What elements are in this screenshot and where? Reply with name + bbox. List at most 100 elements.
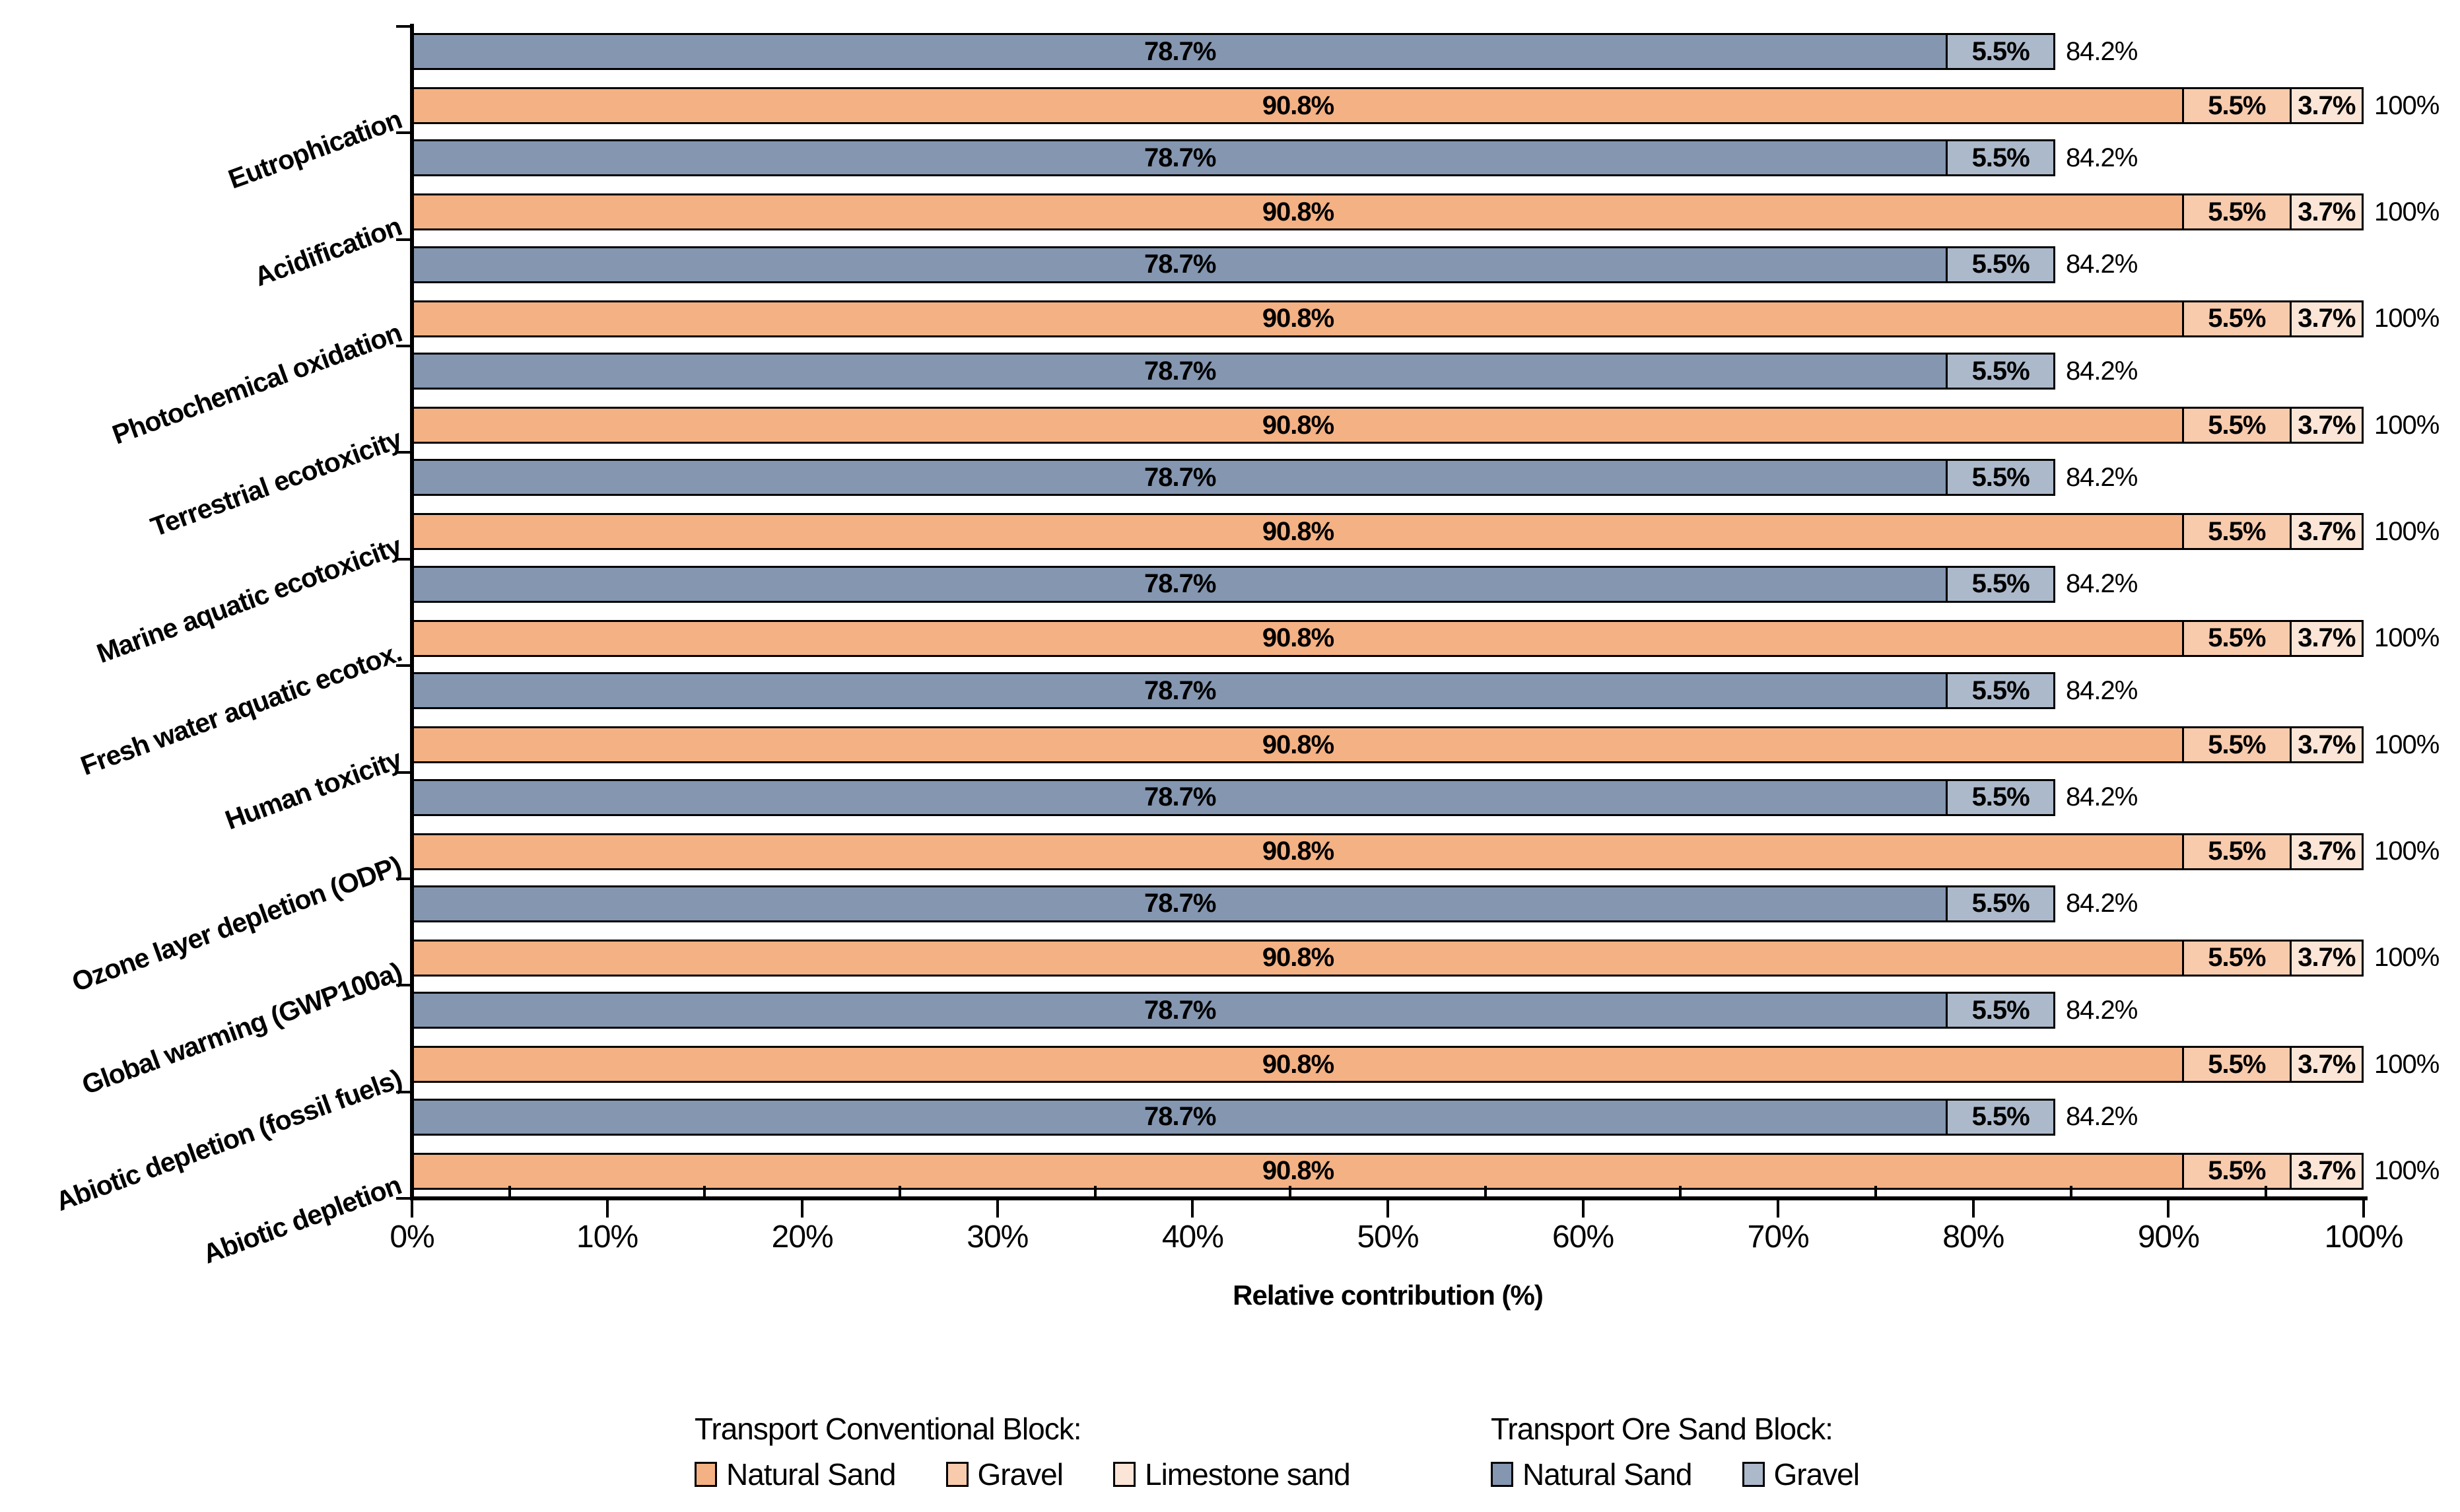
bar-segment-transport-conventional-block-gravel: 5.5% xyxy=(2182,726,2292,764)
bar-segment-transport-ore-sand-block-natural-sand: 78.7% xyxy=(412,992,1948,1029)
bar-segment-transport-conventional-block-natural-sand: 90.8% xyxy=(412,833,2185,870)
bar-segment-value: 78.7% xyxy=(1144,675,1216,705)
x-axis-major-tick xyxy=(1581,1200,1585,1218)
y-axis-tick xyxy=(396,557,411,561)
x-axis-minor-tick xyxy=(508,1186,511,1196)
bar-segment-value: 90.8% xyxy=(1262,304,1334,333)
y-axis-line xyxy=(410,24,414,1200)
legend-item-label: Gravel xyxy=(977,1457,1064,1492)
bar-segment-transport-ore-sand-block-gravel: 5.5% xyxy=(1946,353,2055,390)
x-axis-minor-tick xyxy=(2265,1186,2268,1196)
bar-segment-transport-ore-sand-block-gravel: 5.5% xyxy=(1946,139,2055,177)
bar-segment-value: 5.5% xyxy=(2208,304,2266,333)
bar-segment-transport-conventional-block-limestone-sand: 3.7% xyxy=(2289,513,2364,551)
y-axis-tick xyxy=(396,451,411,454)
bar-segment-transport-conventional-block-gravel: 5.5% xyxy=(2182,619,2292,657)
bar-total-value: 84.2% xyxy=(2065,675,2138,705)
bar-total-value: 84.2% xyxy=(2065,250,2138,279)
bar-segment-transport-ore-sand-block-gravel: 5.5% xyxy=(1946,672,2055,710)
bar-segment-value: 3.7% xyxy=(2298,516,2356,546)
bar-segment-value: 90.8% xyxy=(1262,516,1334,546)
bar-segment-value: 5.5% xyxy=(2208,90,2266,120)
bar-segment-transport-conventional-block-limestone-sand: 3.7% xyxy=(2289,833,2364,870)
x-axis-minor-tick xyxy=(899,1186,901,1196)
x-axis-minor-tick xyxy=(1289,1186,1292,1196)
bar-segment-value: 3.7% xyxy=(2298,730,2356,759)
bar-segment-value: 5.5% xyxy=(2208,730,2266,759)
bar-segment-transport-conventional-block-natural-sand: 90.8% xyxy=(412,1046,2185,1083)
legend-item-gravel: Gravel xyxy=(1742,1457,1860,1492)
bar-segment-transport-conventional-block-gravel: 5.5% xyxy=(2182,1046,2292,1083)
legend-group-title: Transport Conventional Block: xyxy=(695,1412,1081,1446)
x-axis-tick-label: 100% xyxy=(2324,1220,2404,1254)
legend-group-transport-conventional-block: Transport Conventional Block: Natural San… xyxy=(695,1412,1351,1492)
bar-segment-value: 3.7% xyxy=(2298,90,2356,120)
bar-segment-transport-conventional-block-gravel: 5.5% xyxy=(2182,833,2292,870)
y-axis-tick xyxy=(396,771,411,774)
bar-segment-transport-conventional-block-limestone-sand: 3.7% xyxy=(2289,1152,2364,1190)
bar-segment-transport-conventional-block-natural-sand: 90.8% xyxy=(412,87,2185,124)
x-axis-tick-label: 20% xyxy=(771,1220,834,1254)
bar-segment-value: 3.7% xyxy=(2298,304,2356,333)
x-axis-tick-label: 60% xyxy=(1552,1220,1614,1254)
bar-total-value: 84.2% xyxy=(2065,1102,2138,1132)
bar-segment-transport-conventional-block-limestone-sand: 3.7% xyxy=(2289,726,2364,764)
bar-segment-transport-ore-sand-block-natural-sand: 78.7% xyxy=(412,778,1948,816)
bar-segment-value: 3.7% xyxy=(2298,1049,2356,1079)
bar-total-value: 100% xyxy=(2374,410,2440,440)
bar-segment-value: 5.5% xyxy=(1971,889,2030,918)
bar-segment-value: 90.8% xyxy=(1262,1049,1334,1079)
x-axis-major-tick xyxy=(996,1200,999,1218)
bar-segment-transport-conventional-block-natural-sand: 90.8% xyxy=(412,726,2185,764)
bar-segment-transport-conventional-block-gravel: 5.5% xyxy=(2182,1152,2292,1190)
bar-segment-value: 78.7% xyxy=(1144,889,1216,918)
bar-total-value: 84.2% xyxy=(2065,143,2138,172)
bar-segment-transport-conventional-block-natural-sand: 90.8% xyxy=(412,939,2185,977)
bar-segment-transport-conventional-block-natural-sand: 90.8% xyxy=(412,513,2185,551)
bar-segment-transport-conventional-block-natural-sand: 90.8% xyxy=(412,300,2185,337)
legend-item-label: Gravel xyxy=(1773,1457,1860,1492)
bar-segment-value: 5.5% xyxy=(1971,675,2030,705)
legend-item-label: Natural Sand xyxy=(1522,1457,1692,1492)
bar-total-value: 100% xyxy=(2374,1156,2440,1186)
category-label-human-toxicity: Human toxicity xyxy=(221,743,405,835)
bar-segment-value: 5.5% xyxy=(1971,356,2030,386)
bar-segment-transport-ore-sand-block-natural-sand: 78.7% xyxy=(412,565,1948,603)
bar-segment-transport-ore-sand-block-gravel: 5.5% xyxy=(1946,246,2055,283)
bar-segment-transport-conventional-block-gravel: 5.5% xyxy=(2182,87,2292,124)
x-axis-major-tick xyxy=(605,1200,609,1218)
bar-segment-transport-conventional-block-natural-sand: 90.8% xyxy=(412,193,2185,231)
x-axis-major-tick xyxy=(1386,1200,1389,1218)
x-axis-major-tick xyxy=(2167,1200,2170,1218)
bar-segment-transport-ore-sand-block-gravel: 5.5% xyxy=(1946,565,2055,603)
bar-segment-value: 90.8% xyxy=(1262,410,1334,440)
bar-total-value: 84.2% xyxy=(2065,356,2138,386)
y-axis-tick xyxy=(396,664,411,668)
bar-segment-transport-ore-sand-block-natural-sand: 78.7% xyxy=(412,353,1948,390)
bar-segment-transport-ore-sand-block-gravel: 5.5% xyxy=(1946,33,2055,70)
bar-segment-transport-conventional-block-gravel: 5.5% xyxy=(2182,193,2292,231)
bar-segment-value: 90.8% xyxy=(1262,730,1334,759)
x-axis-tick-label: 30% xyxy=(967,1220,1029,1254)
bar-total-value: 100% xyxy=(2374,516,2440,546)
x-axis-minor-tick xyxy=(1679,1186,1682,1196)
category-label-eutrophication: Eutrophication xyxy=(224,104,405,195)
bar-segment-value: 3.7% xyxy=(2298,197,2356,226)
x-axis-major-tick xyxy=(2362,1200,2365,1218)
bar-segment-transport-ore-sand-block-natural-sand: 78.7% xyxy=(412,33,1948,70)
bar-total-value: 100% xyxy=(2374,1049,2440,1079)
legend-group-transport-ore-sand-block: Transport Ore Sand Block: Natural Sand Gra… xyxy=(1491,1412,1860,1492)
legend-item-label: Natural Sand xyxy=(726,1457,896,1492)
bar-segment-value: 78.7% xyxy=(1144,36,1216,66)
bar-segment-value: 78.7% xyxy=(1144,143,1216,172)
bar-segment-value: 90.8% xyxy=(1262,943,1334,973)
y-axis-tick xyxy=(396,25,411,28)
bar-total-value: 100% xyxy=(2374,90,2440,120)
bar-segment-value: 5.5% xyxy=(2208,1049,2266,1079)
x-axis-tick-label: 80% xyxy=(1942,1220,2004,1254)
legend-swatch-limestone-sand xyxy=(1112,1462,1136,1487)
bar-segment-value: 5.5% xyxy=(2208,516,2266,546)
bar-segment-value: 3.7% xyxy=(2298,623,2356,653)
bar-segment-value: 3.7% xyxy=(2298,837,2356,866)
bar-segment-value: 90.8% xyxy=(1262,837,1334,866)
